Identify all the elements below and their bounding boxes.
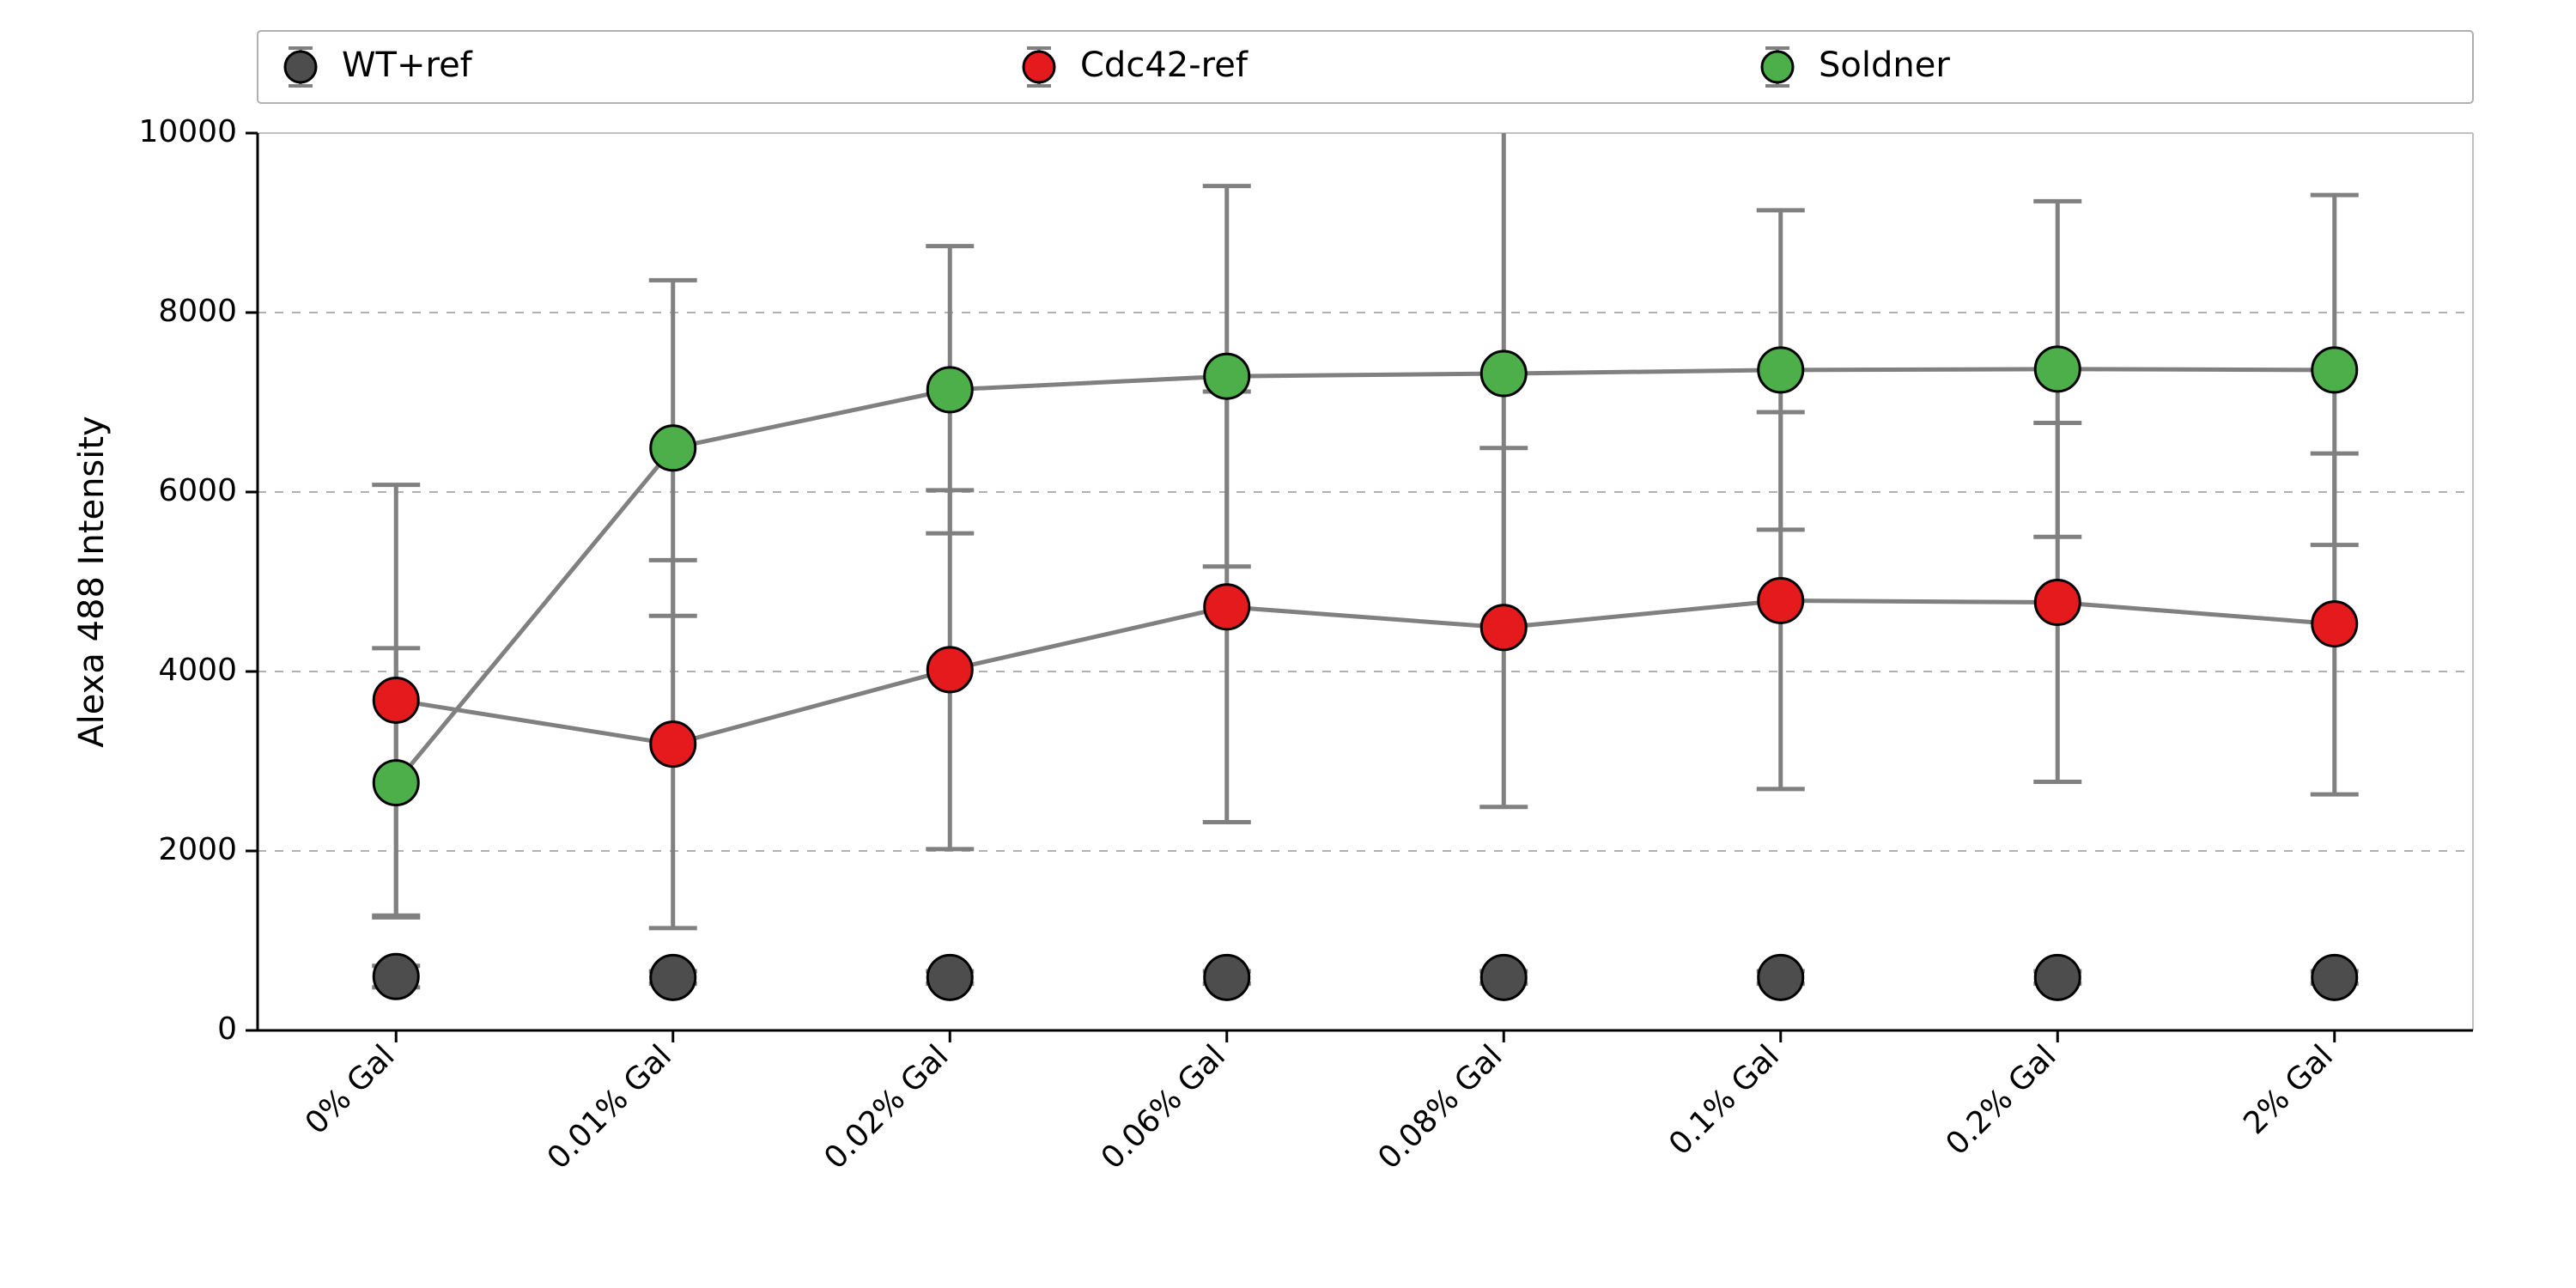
y-tick-label: 0 bbox=[217, 1012, 237, 1047]
data-marker bbox=[1481, 955, 1526, 999]
legend-label: Soldner bbox=[1819, 46, 1950, 85]
legend-label: Cdc42-ref bbox=[1080, 46, 1249, 85]
data-marker bbox=[1759, 955, 1803, 999]
data-marker bbox=[374, 761, 418, 805]
data-marker bbox=[927, 368, 972, 412]
legend-label: WT+ref bbox=[342, 46, 473, 85]
data-marker bbox=[927, 647, 972, 692]
data-marker bbox=[2035, 580, 2080, 625]
y-tick-label: 10000 bbox=[138, 114, 237, 149]
data-marker bbox=[1481, 605, 1526, 650]
data-marker bbox=[651, 955, 696, 999]
chart-container: Alexa 488 Intensity WT+ref Cdc42-ref Sol… bbox=[0, 0, 2576, 1288]
data-marker bbox=[2035, 955, 2080, 999]
legend-marker-icon bbox=[1762, 52, 1793, 82]
data-marker bbox=[1205, 955, 1249, 999]
y-axis-label: Alexa 488 Intensity bbox=[72, 416, 112, 747]
data-marker bbox=[2312, 348, 2357, 392]
data-marker bbox=[1205, 354, 1249, 398]
data-marker bbox=[1205, 585, 1249, 629]
data-marker bbox=[374, 954, 418, 999]
y-tick-label: 6000 bbox=[158, 473, 237, 508]
data-marker bbox=[1759, 348, 1803, 392]
legend-marker-icon bbox=[285, 52, 316, 82]
data-marker bbox=[1759, 578, 1803, 623]
legend-marker-icon bbox=[1024, 52, 1054, 82]
data-marker bbox=[2312, 602, 2357, 647]
data-marker bbox=[2035, 347, 2080, 392]
y-tick-label: 2000 bbox=[158, 832, 237, 867]
y-tick-label: 4000 bbox=[158, 653, 237, 688]
data-marker bbox=[374, 677, 418, 722]
y-tick-label: 8000 bbox=[158, 294, 237, 329]
data-marker bbox=[1481, 351, 1526, 396]
data-marker bbox=[927, 955, 972, 999]
data-marker bbox=[651, 722, 696, 767]
legend-box bbox=[258, 31, 2473, 103]
data-marker bbox=[2312, 955, 2357, 999]
data-marker bbox=[651, 426, 696, 471]
chart-svg: 02000400060008000100000% Gal0.01% Gal0.0… bbox=[0, 0, 2576, 1288]
